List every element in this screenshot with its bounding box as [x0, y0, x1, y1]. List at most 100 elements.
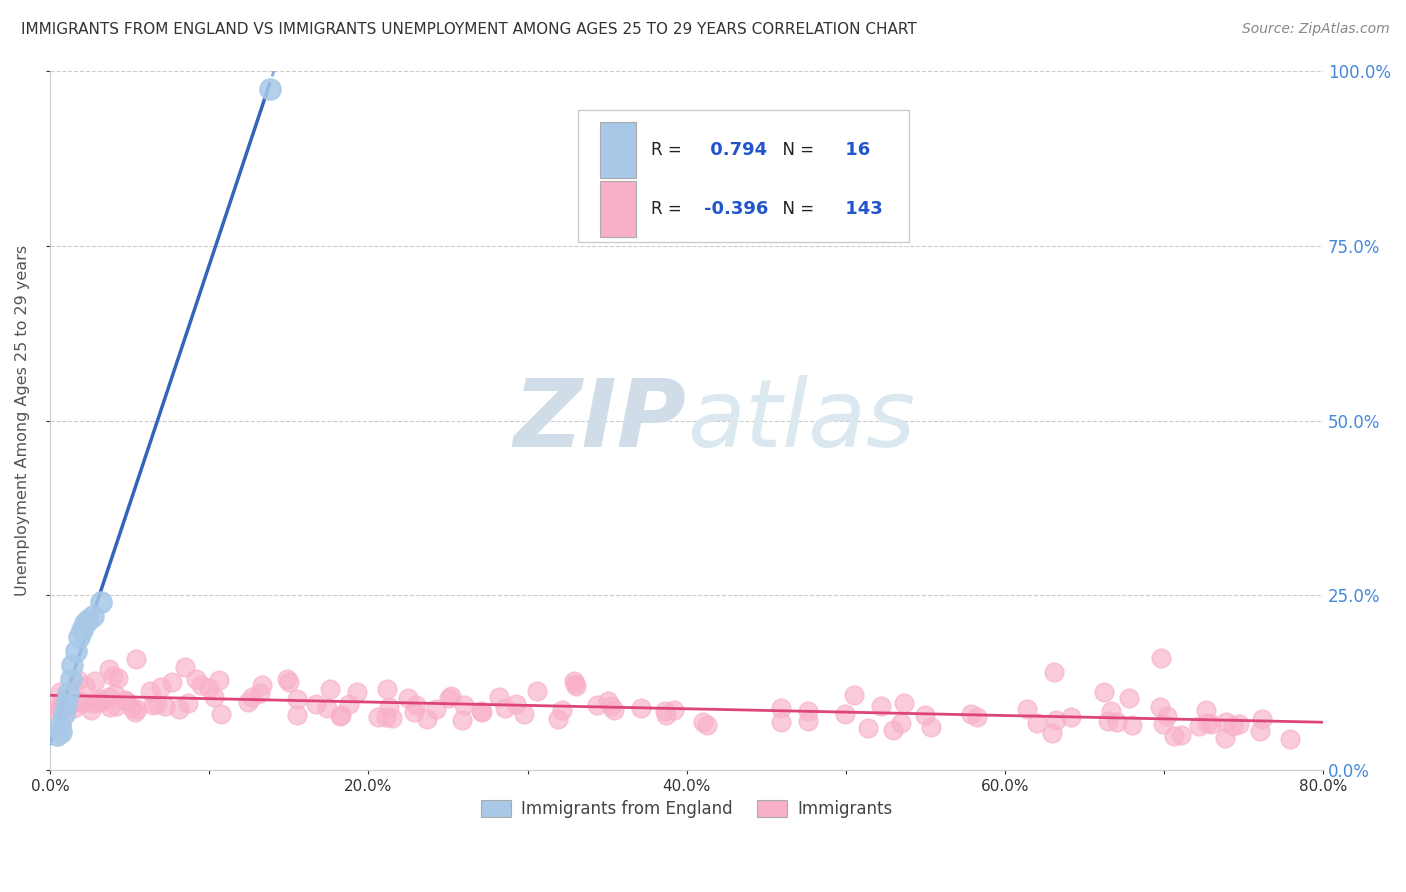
Point	[337, 697, 360, 711]
Point	[603, 703, 626, 717]
Point	[440, 689, 463, 703]
Point	[59, 672, 82, 686]
Point	[285, 692, 308, 706]
Point	[1199, 716, 1222, 731]
Point	[1163, 729, 1185, 743]
Point	[198, 681, 221, 696]
Point	[319, 682, 342, 697]
FancyBboxPatch shape	[600, 181, 636, 237]
Point	[439, 690, 461, 705]
Point	[72, 696, 94, 710]
Text: 143: 143	[839, 200, 883, 219]
Point	[1092, 685, 1115, 699]
Point	[856, 722, 879, 736]
Point	[249, 686, 271, 700]
Point	[1152, 717, 1174, 731]
Point	[73, 679, 96, 693]
Point	[48, 717, 70, 731]
Point	[186, 672, 208, 686]
Point	[551, 702, 574, 716]
Point	[453, 698, 475, 713]
Point	[56, 686, 79, 700]
Point	[124, 705, 146, 719]
Point	[367, 710, 389, 724]
Point	[75, 616, 97, 631]
Point	[346, 684, 368, 698]
Point	[375, 682, 398, 697]
Text: IMMIGRANTS FROM ENGLAND VS IMMIGRANTS UNEMPLOYMENT AMONG AGES 25 TO 29 YEARS COR: IMMIGRANTS FROM ENGLAND VS IMMIGRANTS UN…	[21, 22, 917, 37]
Point	[53, 703, 76, 717]
Point	[513, 706, 536, 721]
Text: R =: R =	[651, 141, 688, 159]
Point	[45, 703, 67, 717]
Point	[69, 694, 91, 708]
Point	[890, 715, 912, 730]
Point	[655, 707, 678, 722]
Point	[1025, 716, 1047, 731]
Point	[1097, 714, 1119, 729]
Point	[167, 702, 190, 716]
Point	[1149, 699, 1171, 714]
Point	[1099, 705, 1122, 719]
Point	[53, 707, 76, 722]
Point	[114, 693, 136, 707]
Point	[82, 697, 104, 711]
Y-axis label: Unemployment Among Ages 25 to 29 years: Unemployment Among Ages 25 to 29 years	[15, 245, 30, 596]
Point	[797, 705, 820, 719]
Point	[177, 696, 200, 710]
Point	[82, 609, 104, 624]
Point	[374, 710, 396, 724]
Point	[84, 673, 107, 688]
Point	[104, 698, 127, 713]
Point	[190, 678, 212, 692]
Text: N =: N =	[772, 200, 820, 219]
Point	[966, 710, 988, 724]
Point	[236, 695, 259, 709]
Point	[471, 705, 494, 719]
Point	[470, 704, 492, 718]
Legend: Immigrants from England, Immigrants: Immigrants from England, Immigrants	[474, 793, 900, 824]
Point	[276, 672, 298, 686]
Point	[70, 624, 93, 638]
Point	[80, 703, 103, 717]
Point	[97, 662, 120, 676]
Point	[90, 595, 112, 609]
Point	[329, 707, 352, 722]
Point	[145, 697, 167, 711]
Point	[378, 699, 401, 714]
Point	[526, 683, 548, 698]
Point	[770, 714, 793, 729]
Point	[202, 690, 225, 705]
Point	[834, 706, 856, 721]
Point	[596, 694, 619, 708]
Point	[870, 699, 893, 714]
Point	[77, 613, 100, 627]
Point	[586, 698, 609, 713]
Point	[425, 702, 447, 716]
Point	[1195, 716, 1218, 731]
Point	[100, 699, 122, 714]
Point	[285, 707, 308, 722]
Point	[98, 690, 121, 704]
Point	[305, 697, 328, 711]
Point	[797, 714, 820, 728]
Point	[87, 695, 110, 709]
Point	[139, 684, 162, 698]
Point	[107, 672, 129, 686]
Point	[49, 699, 72, 714]
Point	[121, 701, 143, 715]
Point	[451, 713, 474, 727]
Point	[51, 724, 73, 739]
Point	[914, 708, 936, 723]
Point	[250, 678, 273, 692]
Point	[1150, 651, 1173, 665]
Text: ZIP: ZIP	[513, 375, 686, 467]
Point	[564, 679, 586, 693]
Point	[1045, 713, 1067, 727]
Text: R =: R =	[651, 200, 688, 219]
Point	[174, 659, 197, 673]
Point	[396, 690, 419, 705]
Point	[208, 673, 231, 687]
Point	[1017, 701, 1039, 715]
Point	[564, 677, 586, 691]
